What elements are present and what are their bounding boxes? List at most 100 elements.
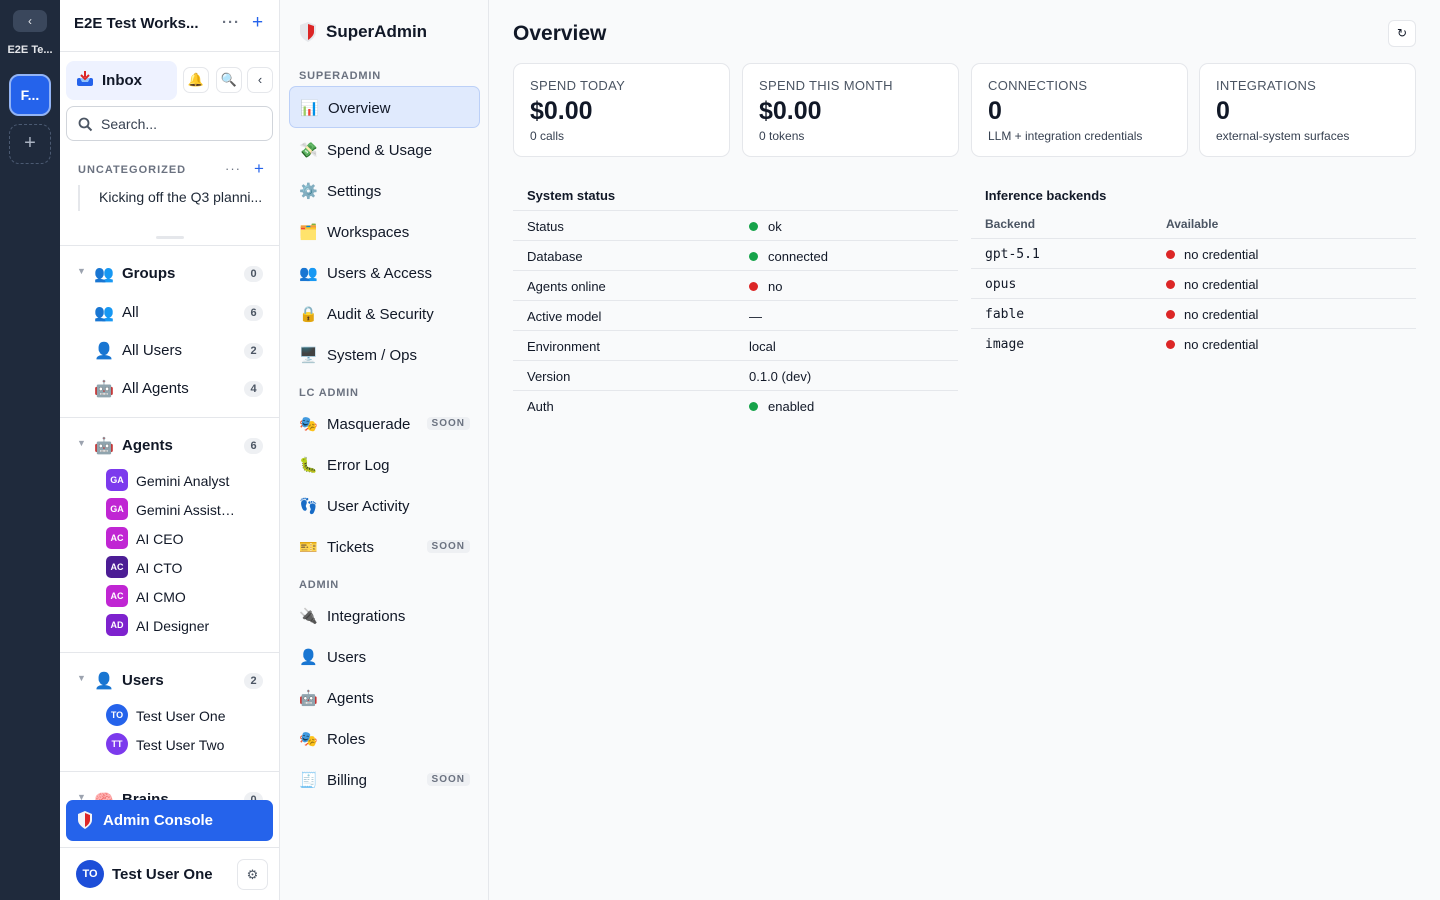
agent-item[interactable]: GA Gemini Assistant	[60, 496, 279, 524]
nav-settings[interactable]: ⚙️ Settings	[289, 170, 480, 212]
stat-subtext: 0 calls	[530, 129, 565, 143]
nav-users-access[interactable]: 👥 Users & Access	[289, 252, 480, 294]
group-item-all[interactable]: 👥 All 6	[60, 297, 279, 327]
notifications-button[interactable]: 🔔	[183, 67, 209, 93]
stat-label: INTEGRATIONS	[1216, 78, 1317, 93]
search-toggle-button[interactable]: 🔍	[216, 67, 242, 93]
status-dot-red	[749, 282, 758, 291]
rail-workspace-name: E2E Te...	[7, 44, 53, 56]
agent-item[interactable]: AC AI CTO	[60, 554, 279, 582]
group-item-label: All Agents	[122, 380, 189, 397]
system-status-title: System status	[527, 188, 616, 203]
uncategorized-add-button[interactable]: +	[254, 159, 264, 178]
rail-add-workspace-button[interactable]: +	[9, 124, 51, 164]
nav-roles[interactable]: 🎭 Roles	[289, 718, 480, 760]
folder-icon: 🗂️	[299, 224, 318, 241]
sidebar-collapse-button[interactable]: ‹	[247, 67, 273, 93]
search-input[interactable]	[101, 114, 266, 134]
backend-row: image no credential	[971, 328, 1416, 358]
lock-icon: 🔒	[299, 306, 318, 323]
groups-section-header[interactable]: ▼ 👥 Groups 0	[60, 262, 279, 286]
agent-item[interactable]: GA Gemini Analyst	[60, 467, 279, 495]
users-count: 2	[244, 673, 263, 689]
users-section-header[interactable]: ▼ 👤 Users 2	[60, 669, 279, 693]
backend-name: gpt-5.1	[985, 247, 1040, 262]
status-value: —	[749, 309, 762, 324]
nav-label: Users & Access	[327, 265, 433, 282]
plug-icon: 🔌	[299, 608, 318, 625]
status-dot-green	[749, 402, 758, 411]
groups-title: Groups	[122, 265, 176, 282]
agents-section-header[interactable]: ▼ 🤖 Agents 6	[60, 434, 279, 458]
nav-user-activity[interactable]: 👣 User Activity	[289, 485, 480, 527]
current-user-name[interactable]: Test User One	[112, 866, 213, 883]
stat-subtext: 0 tokens	[759, 129, 805, 143]
status-key: Auth	[527, 399, 554, 414]
group-item-all-agents[interactable]: 🤖 All Agents 4	[60, 373, 279, 403]
current-user-avatar[interactable]: TO	[76, 860, 104, 888]
workspace-title[interactable]: E2E Test Works...	[74, 15, 199, 32]
nav-audit-security[interactable]: 🔒 Audit & Security	[289, 293, 480, 335]
agent-avatar: GA	[106, 469, 128, 491]
status-key: Active model	[527, 309, 602, 324]
status-dot-green	[749, 222, 758, 231]
workspace-add-button[interactable]: +	[252, 12, 264, 33]
nav-label: Error Log	[327, 457, 390, 474]
agent-name: Gemini Assistant	[136, 502, 236, 518]
nav-overview[interactable]: 📊 Overview	[289, 86, 480, 128]
uncategorized-label: UNCATEGORIZED	[78, 164, 187, 176]
agent-item[interactable]: AC AI CMO	[60, 583, 279, 611]
user-icon: 👤	[94, 343, 114, 360]
section-label-lc-admin: LC ADMIN	[299, 387, 359, 399]
rail-collapse-button[interactable]: ‹	[13, 10, 47, 32]
agent-avatar: AC	[106, 585, 128, 607]
group-item-all-users[interactable]: 👤 All Users 2	[60, 335, 279, 365]
backend-available: no credential	[1184, 307, 1259, 322]
user-name: Test User One	[136, 708, 226, 724]
page-title: Overview	[513, 22, 607, 45]
uncategorized-more-button[interactable]: ···	[225, 161, 241, 176]
nav-system-ops[interactable]: 🖥️ System / Ops	[289, 334, 480, 376]
nav-label: Workspaces	[327, 224, 410, 241]
nav-billing[interactable]: 🧾 Billing SOON	[289, 759, 480, 801]
rail-workspace-button[interactable]: F...	[9, 74, 51, 116]
agent-avatar: AC	[106, 556, 128, 578]
agent-name: AI CTO	[136, 560, 183, 576]
agent-name: AI Designer	[136, 618, 210, 634]
nav-label: Overview	[328, 100, 391, 117]
soon-badge: SOON	[426, 540, 470, 553]
stat-subtext: external-system surfaces	[1216, 129, 1350, 143]
status-row: Version 0.1.0 (dev)	[513, 360, 958, 390]
status-value: enabled	[768, 399, 815, 414]
nav-agents[interactable]: 🤖 Agents	[289, 677, 480, 719]
nav-error-log[interactable]: 🐛 Error Log	[289, 444, 480, 486]
nav-tickets[interactable]: 🎫 Tickets SOON	[289, 526, 480, 568]
nav-spend-usage[interactable]: 💸 Spend & Usage	[289, 129, 480, 171]
refresh-button[interactable]: ↻	[1388, 20, 1416, 47]
nav-label: Users	[327, 649, 367, 666]
backend-available: no credential	[1184, 337, 1259, 352]
nav-users[interactable]: 👤 Users	[289, 636, 480, 678]
user-icon: 👤	[94, 673, 114, 690]
nav-label: User Activity	[327, 498, 410, 515]
status-row: Database connected	[513, 240, 958, 270]
admin-nav: SuperAdmin SUPERADMIN 📊 Overview 💸 Spend…	[280, 0, 489, 900]
resize-handle[interactable]	[156, 236, 184, 239]
group-item-label: All	[122, 304, 139, 321]
agent-item[interactable]: AC AI CEO	[60, 525, 279, 553]
thread-item[interactable]: Kicking off the Q3 planni...	[78, 185, 268, 211]
user-settings-button[interactable]: ⚙	[237, 859, 268, 890]
nav-integrations[interactable]: 🔌 Integrations	[289, 595, 480, 637]
nav-masquerade[interactable]: 🎭 Masquerade SOON	[289, 403, 480, 445]
inbox-button[interactable]: Inbox	[66, 61, 177, 100]
user-item[interactable]: TO Test User One	[60, 702, 279, 730]
nav-label: Settings	[327, 183, 382, 200]
user-item[interactable]: TT Test User Two	[60, 731, 279, 759]
workspace-more-button[interactable]: ···	[222, 14, 240, 31]
admin-console-button[interactable]: Admin Console	[66, 800, 273, 841]
agent-item[interactable]: AD AI Designer	[60, 612, 279, 640]
divider	[60, 245, 279, 246]
nav-workspaces[interactable]: 🗂️ Workspaces	[289, 211, 480, 253]
status-row: Environment local	[513, 330, 958, 360]
chevron-left-icon: ‹	[257, 72, 263, 87]
